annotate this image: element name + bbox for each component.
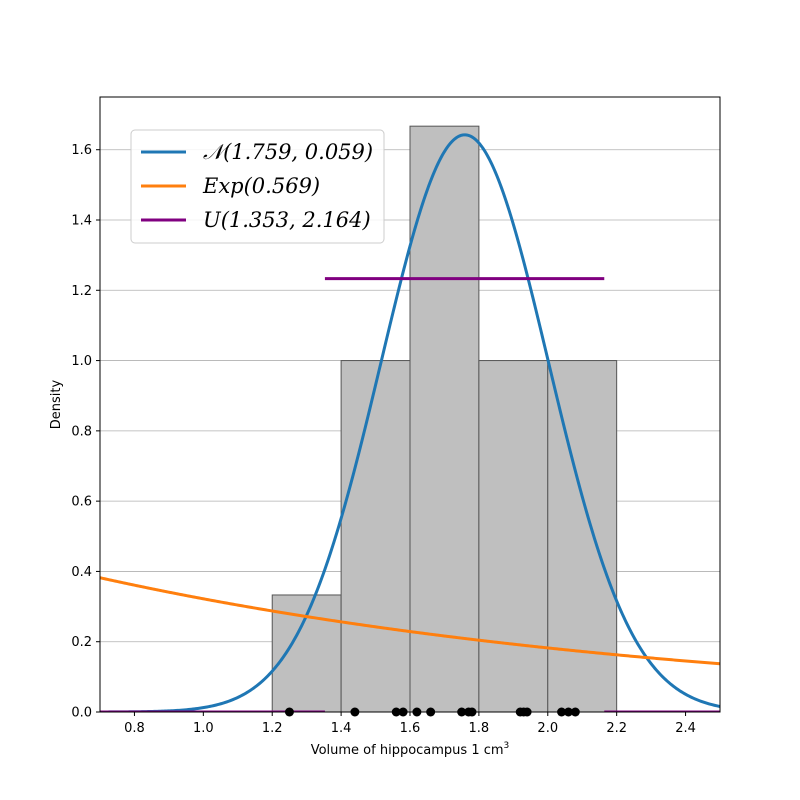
y-tick-label: 0.0	[71, 706, 92, 721]
x-axis-label-superscript: 3	[504, 741, 510, 751]
y-tick-label: 1.4	[71, 214, 92, 229]
x-tick-label: 0.8	[124, 721, 145, 736]
x-tick-label: 1.2	[262, 721, 283, 736]
x-tick-label: 2.0	[537, 721, 558, 736]
y-tick-label: 1.2	[71, 284, 92, 299]
x-tick-label: 1.6	[400, 721, 421, 736]
x-tick-label: 1.8	[469, 721, 490, 736]
histogram-bar	[547, 360, 618, 713]
y-tick-label: 0.8	[71, 424, 92, 439]
y-tick-label: 0.6	[71, 495, 92, 510]
legend-entry-label: Exp(0.569)	[202, 174, 320, 198]
legend: 𝒩(1.759, 0.059) Exp(0.569) U(1.353, 2.164)	[130, 129, 385, 244]
x-tick-label: 1.4	[331, 721, 352, 736]
legend-entry-label: U(1.353, 2.164)	[203, 208, 371, 232]
x-tick-label: 2.4	[675, 721, 696, 736]
y-tick-label: 0.2	[71, 635, 92, 650]
histogram-bar	[340, 360, 411, 713]
exponential-density-curve	[100, 576, 720, 666]
x-tick-label: 1.0	[193, 721, 214, 736]
legend-entry-label: 𝒩(1.759, 0.059)	[203, 140, 373, 164]
y-tick-label: 1.0	[71, 354, 92, 369]
axis-ticks: 0.0 0.2 0.4 0.6 0.8 1.0 1.2 1.4 1.6 0.8 1.0 1.2 1.4 1…	[71, 143, 696, 736]
x-tick-label: 2.2	[606, 721, 627, 736]
y-tick-label: 1.6	[71, 143, 92, 158]
histogram-bar	[478, 360, 549, 713]
uniform-density-line	[100, 277, 720, 712]
y-axis-label: Density	[49, 379, 64, 429]
fitted-curves	[100, 133, 720, 712]
x-axis-label-text: Volume of hippocampus 1 cm	[311, 743, 504, 758]
normal-density-curve	[100, 133, 720, 712]
x-axis-label: Volume of hippocampus 1 cm3	[311, 741, 510, 758]
legend-box	[130, 129, 385, 244]
y-tick-label: 0.4	[71, 565, 92, 580]
